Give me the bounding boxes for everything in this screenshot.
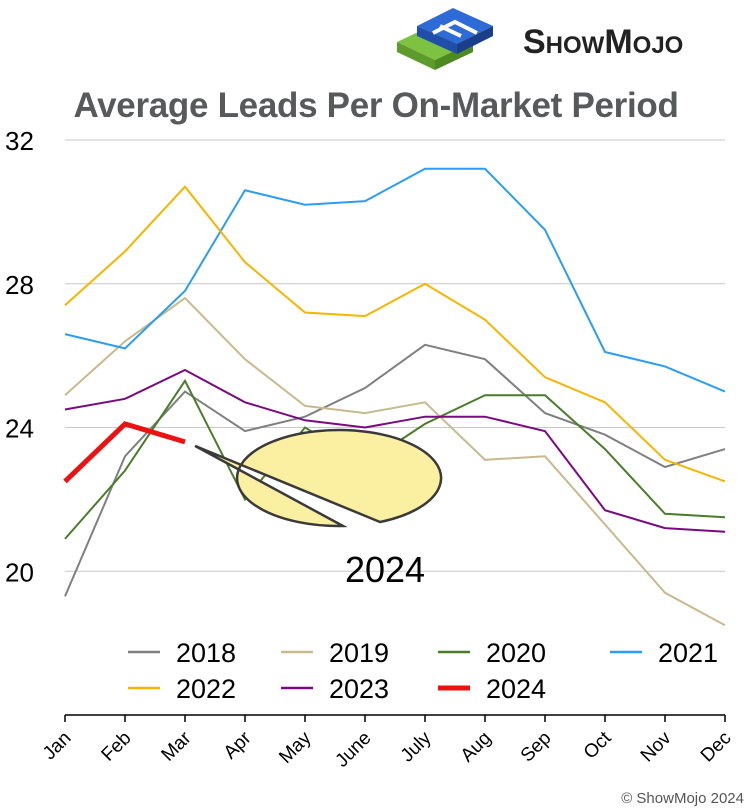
y-tick-label: 24 [5, 414, 34, 444]
x-tick-label: Sep [517, 728, 556, 767]
x-tick-label: June [332, 728, 376, 772]
series-line-2024 [63, 421, 186, 484]
showmojo-logo-icon: ShowMojo [397, 8, 683, 70]
x-tick-label: Oct [580, 727, 616, 763]
x-tick-label: Apr [220, 727, 256, 763]
legend: 2018 2019 2020 2021 2022 2023 2024 [128, 638, 718, 704]
legend-label-2020: 2020 [486, 638, 546, 668]
y-tick-label: 20 [5, 557, 34, 587]
showmojo-logo: ShowMojo [395, 2, 750, 78]
x-tick-label: Dec [697, 728, 736, 767]
y-tick-label: 32 [5, 126, 34, 156]
legend-label-2022: 2022 [176, 674, 236, 704]
legend-label-2024: 2024 [486, 674, 546, 704]
callout-label: 2024 [345, 549, 425, 590]
legend-label-2018: 2018 [176, 638, 236, 668]
x-tick-label: Mar [158, 727, 196, 765]
legend-label-2021: 2021 [658, 638, 718, 668]
y-tick-label: 28 [5, 270, 34, 300]
copyright-text: © ShowMojo 2024 [621, 790, 744, 807]
grid-lines [65, 139, 725, 572]
legend-label-2023: 2023 [329, 674, 389, 704]
x-tick-label: Nov [637, 727, 676, 766]
series-line-2023 [64, 368, 726, 533]
series-line-2018 [64, 343, 726, 597]
chart-title: Average Leads Per On-Market Period [73, 86, 679, 125]
callout-2024: 2024 [194, 428, 443, 590]
x-tick-label: July [397, 727, 436, 766]
x-tick-label: Feb [98, 728, 136, 766]
x-tick-label: Jan [39, 728, 76, 765]
series-line-2021 [64, 167, 726, 393]
series-line-2019 [64, 296, 726, 627]
logo-wordmark: ShowMojo [523, 23, 683, 61]
legend-label-2019: 2019 [329, 638, 389, 668]
x-tick-label: Aug [457, 728, 496, 767]
series-line-2022 [64, 185, 726, 483]
x-tick-label: May [275, 727, 316, 768]
